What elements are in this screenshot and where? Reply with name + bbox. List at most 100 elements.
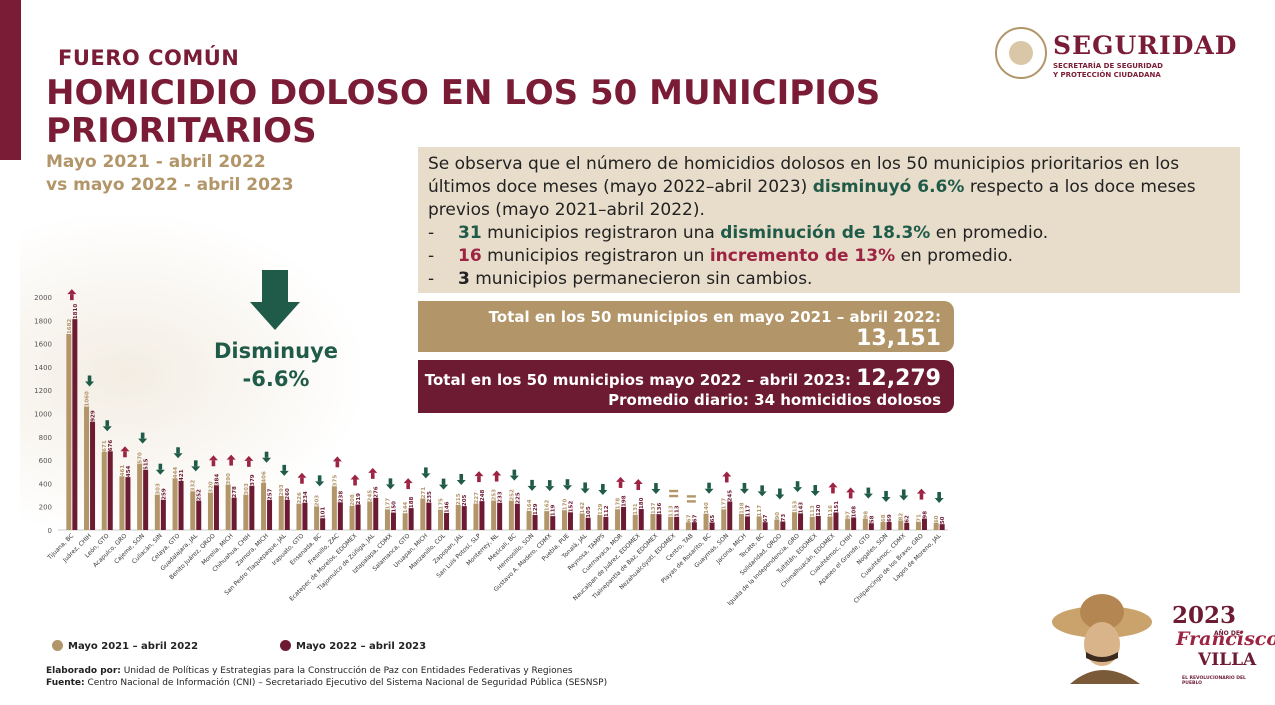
kicker: FUERO COMÚN xyxy=(58,46,240,70)
y-tick-label: 200 xyxy=(39,504,52,512)
trend-down-arrow-icon xyxy=(87,375,92,382)
decorative-bar xyxy=(0,0,21,160)
data-label-series-2: 234 xyxy=(303,491,309,503)
trend-down-arrowhead-icon xyxy=(810,491,820,497)
daily-average: Promedio diario: 34 homicidios dolosos xyxy=(608,391,941,409)
data-label-series-2: 73 xyxy=(781,514,787,522)
data-label-series-2: 198 xyxy=(622,495,628,507)
legend-series-2: Mayo 2022 – abril 2023 xyxy=(280,640,426,652)
bar-series-2 xyxy=(904,522,910,530)
data-label-series-1: 253 xyxy=(492,489,498,501)
badge-year: 2023 xyxy=(1172,602,1237,629)
data-label-series-1: 138 xyxy=(739,502,745,514)
bar-series-2 xyxy=(780,521,786,530)
bar-series-1 xyxy=(615,509,621,530)
bar-series-2 xyxy=(390,512,396,530)
increase-text-end: en promedio. xyxy=(900,246,1014,266)
total-value: 13,151 xyxy=(856,326,941,351)
bar-series-2 xyxy=(90,421,96,530)
bar-series-2 xyxy=(125,477,131,530)
bar-series-1 xyxy=(314,506,320,530)
trend-up-arrowhead-icon xyxy=(244,455,254,461)
trend-down-arrow-icon xyxy=(937,492,941,499)
trend-down-arrow-icon xyxy=(601,483,605,490)
data-label-series-2: 146 xyxy=(445,501,451,513)
summary-highlight: disminuyó 6.6% xyxy=(812,177,965,197)
trend-down-arrow-icon xyxy=(778,488,782,495)
trend-down-arrow-icon xyxy=(530,479,534,486)
logo-brand: SEGURIDAD xyxy=(1053,31,1238,60)
trend-down-arrowhead-icon xyxy=(85,381,95,387)
trend-up-arrow-icon xyxy=(406,483,410,490)
bar-series-2 xyxy=(249,485,255,530)
bar-chart: 0 200 400 600 800 1000 1200 1400 1600 1800 2000 16… xyxy=(34,270,948,607)
trend-down-arrowhead-icon xyxy=(580,488,590,494)
trend-up-arrowhead-icon xyxy=(120,446,130,452)
bar-series-2 xyxy=(762,522,768,530)
data-label-series-1: 461 xyxy=(120,465,126,477)
trend-equal-icon xyxy=(686,495,696,498)
bar-series-1 xyxy=(650,514,656,530)
legend-swatch xyxy=(280,640,291,651)
trend-down-arrowhead-icon xyxy=(757,491,767,497)
bar-series-1 xyxy=(668,516,674,530)
trend-down-arrow-icon xyxy=(459,473,464,480)
data-label-series-1: 71 xyxy=(916,514,922,522)
trend-down-arrow-icon xyxy=(282,464,287,471)
data-label-series-1: 90 xyxy=(775,512,781,520)
trend-up-arrowhead-icon xyxy=(368,467,378,473)
bar-series-1 xyxy=(579,513,585,530)
bar-series-1 xyxy=(207,492,213,530)
bar-series-1 xyxy=(561,510,567,530)
data-label-series-2: 152 xyxy=(568,501,574,513)
bar-series-1 xyxy=(526,510,532,530)
total-2022-2023: Total en los 50 municipios mayo 2022 – a… xyxy=(418,360,954,413)
data-label-series-1: 203 xyxy=(315,495,321,507)
bullet-unchanged: - 3 municipios permanecieron sin cambios. xyxy=(428,268,1232,291)
trend-down-arrow-icon xyxy=(866,487,871,494)
trend-down-arrowhead-icon xyxy=(155,469,165,475)
data-label-series-1: 129 xyxy=(598,503,604,515)
trend-down-arrowhead-icon xyxy=(385,484,395,490)
trend-down-arrow-icon xyxy=(176,447,180,454)
data-label-series-2: 108 xyxy=(852,506,858,518)
trend-up-arrow-icon xyxy=(848,492,853,499)
data-label-series-1: 60 xyxy=(934,515,940,523)
data-label-series-1: 142 xyxy=(580,502,586,514)
bar-series-2 xyxy=(107,451,113,530)
bar-series-1 xyxy=(933,523,939,530)
bar-series-1 xyxy=(296,503,302,530)
unchanged-count: 3 xyxy=(458,269,470,289)
bar-series-2 xyxy=(886,521,892,530)
data-label-series-1: 177 xyxy=(722,498,728,510)
period-line-2: vs mayo 2022 - abril 2023 xyxy=(46,175,294,195)
callout-line-2: -6.6% xyxy=(243,367,310,391)
trend-down-arrow-icon xyxy=(105,420,110,427)
trend-down-arrowhead-icon xyxy=(881,496,891,502)
total-value: 12,279 xyxy=(856,366,941,391)
bar-series-2 xyxy=(461,506,467,530)
trend-down-arrow-icon xyxy=(317,475,322,482)
summary-text: Se observa que el número de homicidios d… xyxy=(428,154,1180,197)
decrease-text: municipios registraron una xyxy=(487,223,715,243)
callout-arrow-head-icon xyxy=(250,302,300,330)
data-label-series-1: 113 xyxy=(669,505,675,517)
data-label-series-1: 444 xyxy=(173,467,179,479)
summary-text-end: respecto a los doce meses previos (mayo … xyxy=(428,177,1196,220)
y-tick-label: 400 xyxy=(39,480,52,488)
data-label-series-1: 303 xyxy=(155,483,161,495)
trend-down-arrow-icon xyxy=(264,451,269,458)
data-label-series-1: 271 xyxy=(421,487,427,499)
data-label-series-1: 375 xyxy=(332,475,338,487)
bullet-decrease: - 31 municipios registraron una disminuci… xyxy=(428,222,1232,245)
data-label-series-1: 227 xyxy=(474,492,480,504)
bar-series-2 xyxy=(621,506,627,530)
callout-line-1: Disminuye xyxy=(214,339,338,363)
data-label-series-2: 129 xyxy=(533,503,539,515)
bar-series-1 xyxy=(119,476,125,530)
background-pattern xyxy=(20,210,370,540)
data-label-series-1: 332 xyxy=(191,480,197,492)
trend-down-arrow-icon xyxy=(512,469,517,476)
bar-series-2 xyxy=(709,522,715,530)
trend-up-arrowhead-icon xyxy=(332,456,342,462)
